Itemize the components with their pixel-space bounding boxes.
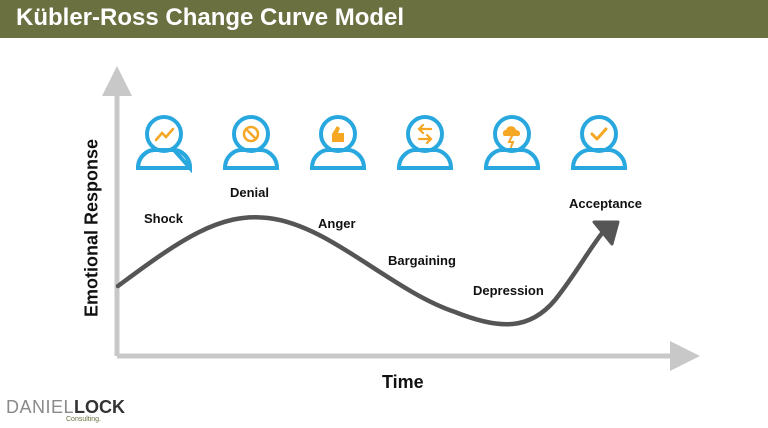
logo-text-lock: LOCK (74, 397, 126, 417)
y-axis-label: Emotional Response (81, 138, 102, 318)
prohibited-icon (222, 115, 280, 170)
stage-label-bargaining: Bargaining (388, 253, 456, 268)
change-curve (115, 214, 606, 327)
exchange-arrows-icon (396, 115, 454, 170)
x-axis-label: Time (382, 372, 424, 392)
trend-chart-icon (135, 115, 193, 174)
stage-label-shock: Shock (144, 211, 184, 226)
stage-label-anger: Anger (318, 216, 356, 231)
header-bar: Kübler-Ross Change Curve Model (0, 0, 768, 38)
stage-label-depression: Depression (473, 283, 544, 298)
stage-label-denial: Denial (230, 185, 270, 200)
angry-hand-icon (309, 115, 367, 170)
company-logo: DANIELLOCK Consulting. (6, 397, 126, 423)
stage-label-acceptance: Acceptance (569, 196, 642, 211)
curve-arrowhead (592, 220, 620, 246)
page-title: Kübler-Ross Change Curve Model (16, 4, 405, 31)
logo-subtitle: Consulting. (66, 416, 102, 423)
logo-text-daniel: DANIEL (6, 397, 75, 417)
storm-cloud-icon (483, 115, 541, 170)
checkmark-icon (570, 115, 628, 170)
